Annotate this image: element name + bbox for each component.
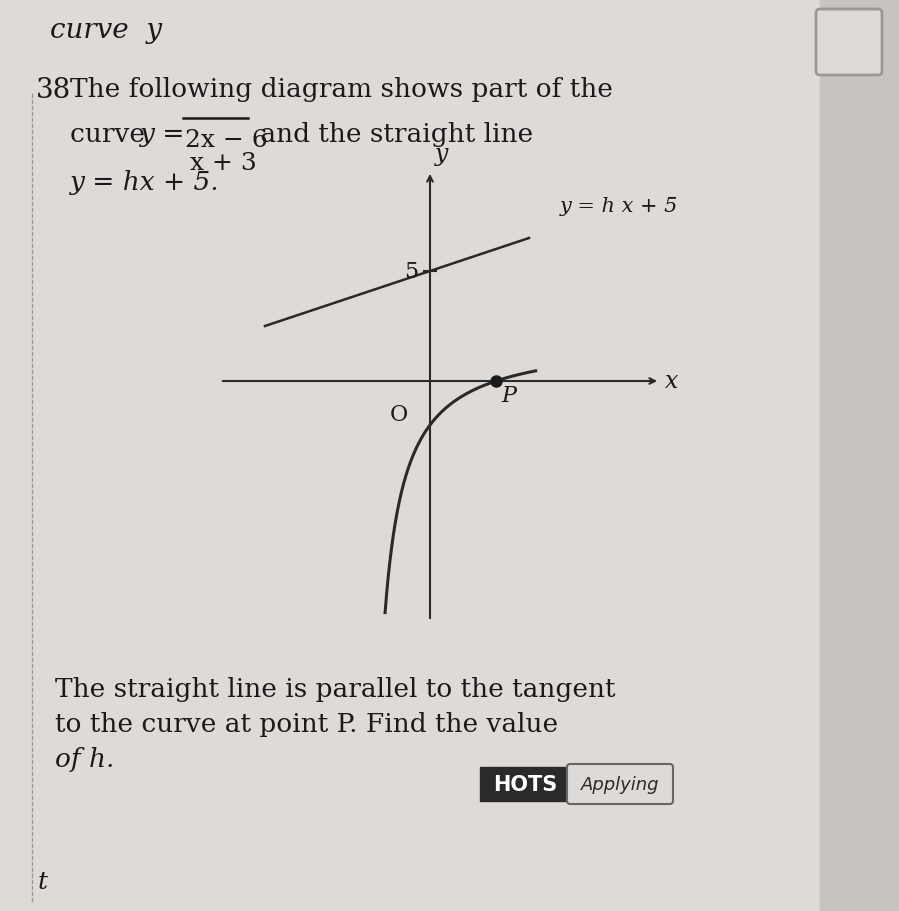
FancyBboxPatch shape — [567, 764, 673, 804]
Text: y: y — [435, 143, 449, 166]
Text: P: P — [501, 384, 516, 406]
Text: x: x — [665, 370, 679, 393]
Bar — [480, 767, 570, 801]
Text: The straight line is parallel to the tangent: The straight line is parallel to the tan… — [55, 676, 616, 701]
Text: y: y — [140, 122, 155, 147]
Bar — [820, 0, 899, 911]
Text: The following diagram shows part of the: The following diagram shows part of the — [70, 77, 613, 102]
Text: t: t — [38, 870, 48, 893]
Text: x + 3: x + 3 — [190, 152, 257, 175]
Text: y = hx + 5.: y = hx + 5. — [70, 169, 219, 195]
Text: =: = — [154, 122, 184, 147]
Text: curve: curve — [70, 122, 162, 147]
Text: O: O — [390, 404, 408, 425]
Text: y = h x + 5: y = h x + 5 — [560, 197, 679, 216]
Text: 2x − 6: 2x − 6 — [185, 128, 268, 152]
Text: HOTS: HOTS — [493, 774, 557, 794]
Text: Applying: Applying — [581, 775, 659, 793]
Text: curve  y: curve y — [50, 17, 162, 44]
Text: of h.: of h. — [55, 746, 114, 771]
Text: and the straight line: and the straight line — [252, 122, 533, 147]
Text: to the curve at point P. Find the value: to the curve at point P. Find the value — [55, 711, 558, 736]
Text: 5: 5 — [404, 261, 418, 282]
Text: 38: 38 — [36, 77, 71, 104]
FancyBboxPatch shape — [816, 10, 882, 76]
